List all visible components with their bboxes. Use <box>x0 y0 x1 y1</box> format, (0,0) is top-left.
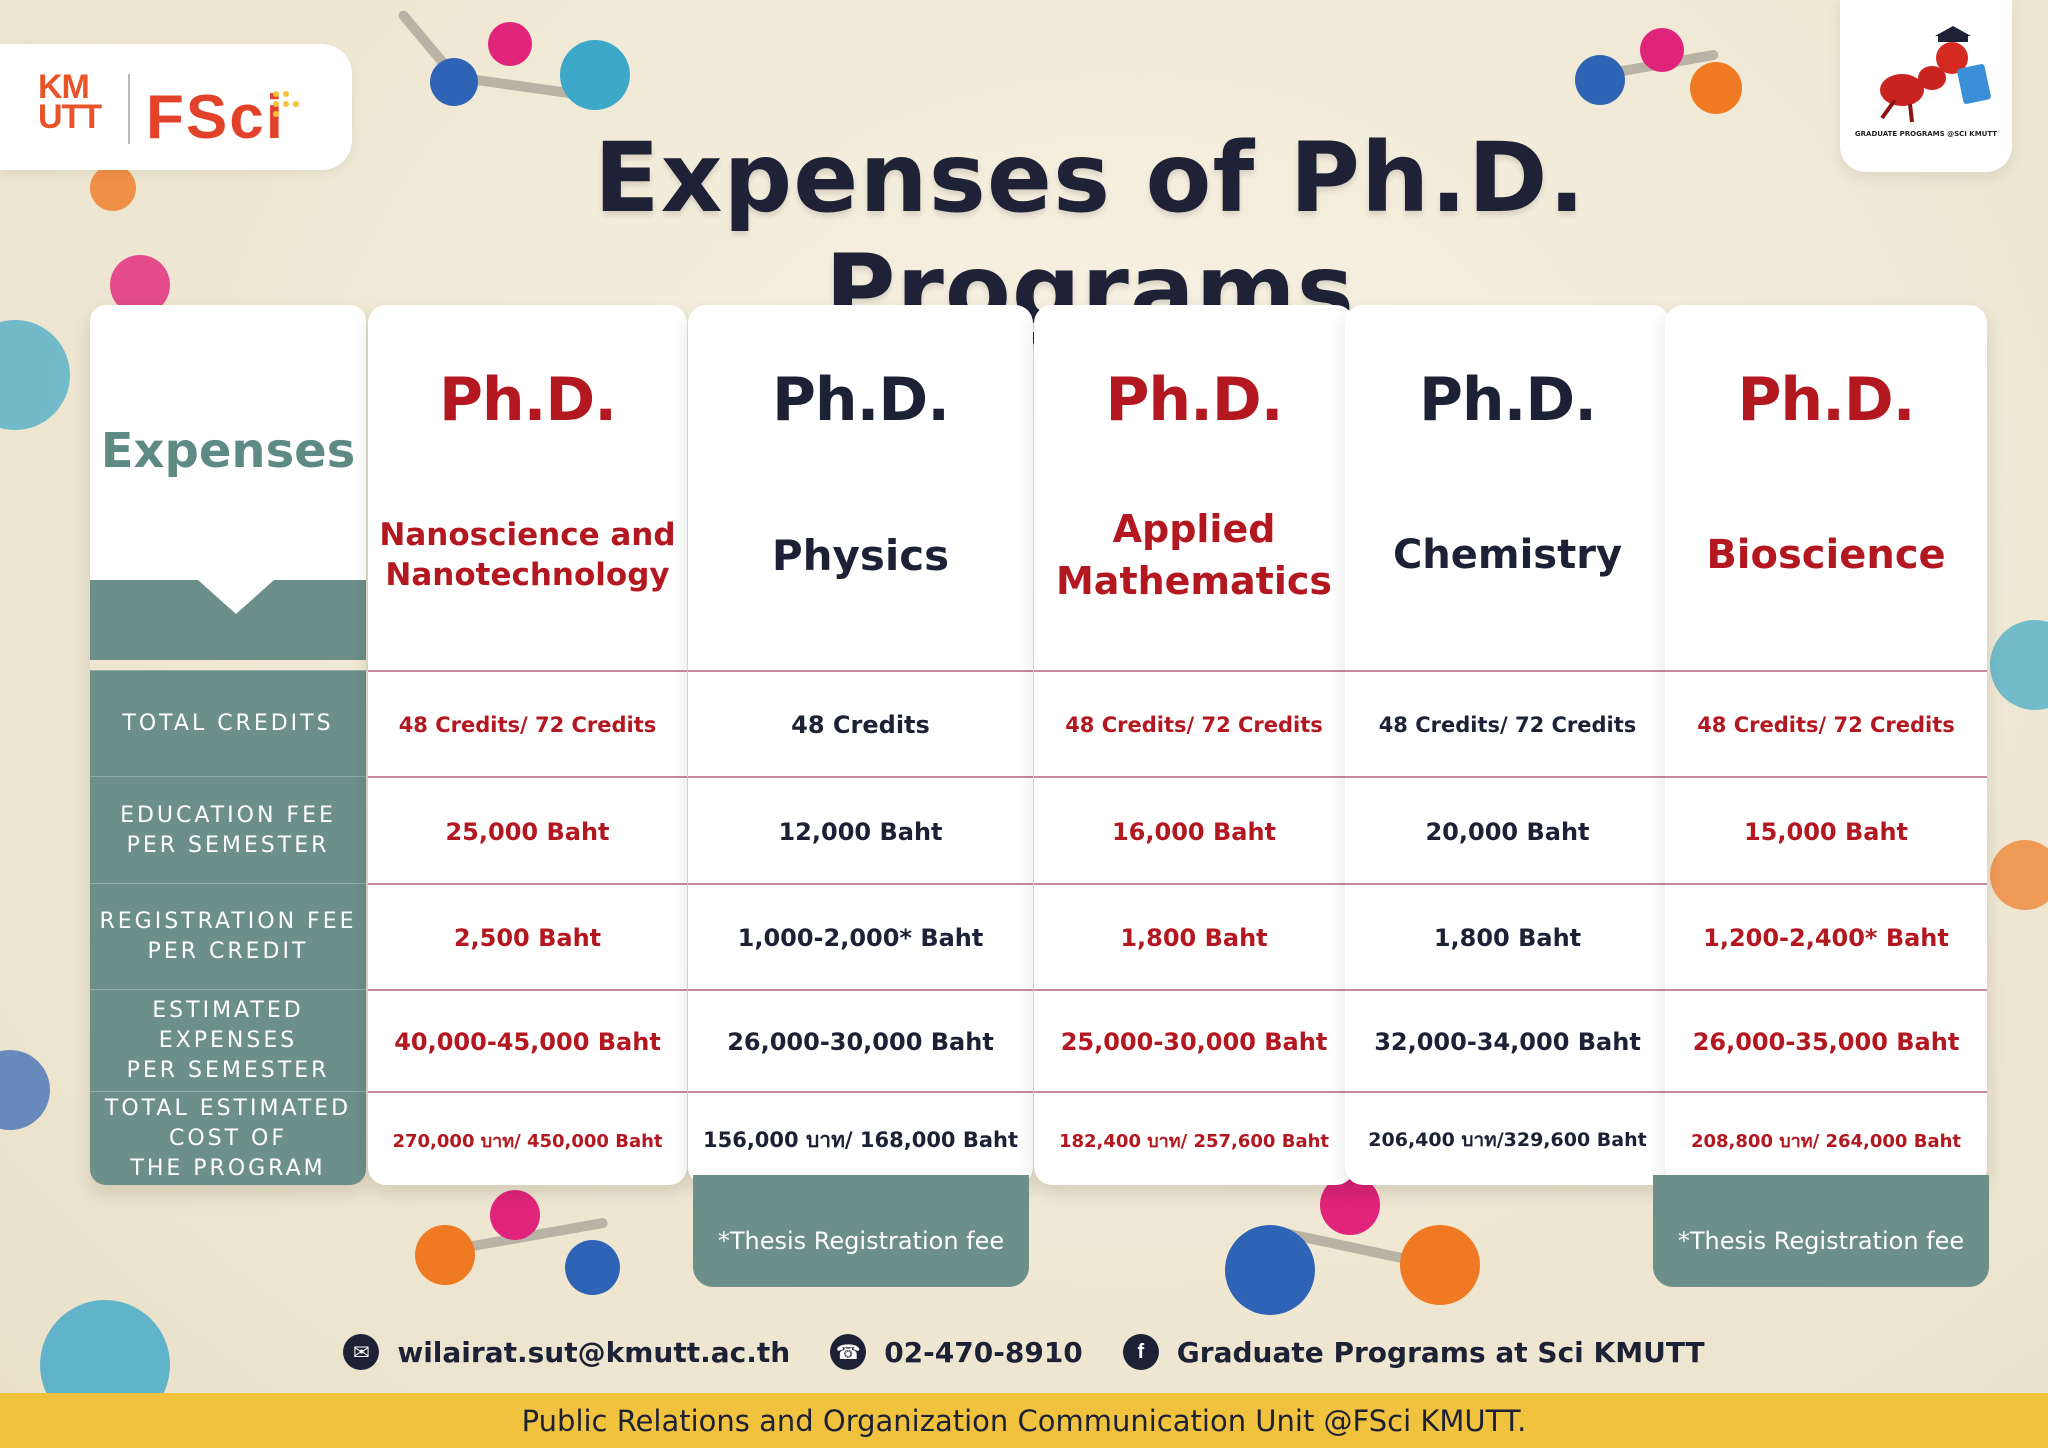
program-name: Chemistry <box>1392 532 1623 578</box>
degree-label: Ph.D. <box>771 365 950 435</box>
badge-text: GRADUATE PROGRAMS @SCI KMUTT <box>1854 130 1998 138</box>
row-label-total-credits: TOTAL CREDITS <box>90 670 366 777</box>
kmutt-logo: KM UTT <box>38 68 102 136</box>
university-logo: KM UTT FSci <box>0 44 352 170</box>
total-cost-cell: 206,400 บาท/329,600 Baht <box>1345 1091 1670 1185</box>
education-fee-cell: 12,000 Baht <box>688 776 1033 885</box>
expenses-label-column: Expenses TOTAL CREDITS EDUCATION FEE PER… <box>90 305 366 1185</box>
degree-label: Ph.D. <box>438 365 617 435</box>
total-credits-cell: 48 Credits/ 72 Credits <box>1665 670 1987 778</box>
logo-divider <box>128 74 130 144</box>
contact-bar: ✉ wilairat.sut@kmutt.ac.th ☎ 02-470-8910… <box>0 1322 2048 1382</box>
program-name: Bioscience <box>1706 532 1946 578</box>
estimated-expenses-cell: 25,000-30,000 Baht <box>1034 989 1354 1093</box>
row-label-total-cost: TOTAL ESTIMATED COST OF THE PROGRAM <box>90 1091 366 1185</box>
estimated-expenses-cell: 40,000-45,000 Baht <box>368 989 687 1093</box>
education-fee-cell: 25,000 Baht <box>368 776 687 885</box>
program-name: Applied Mathematics <box>1055 507 1333 603</box>
thesis-note-physics: *Thesis Registration fee <box>693 1175 1029 1287</box>
program-name: Physics <box>771 530 950 580</box>
program-column-chemistry: Ph.D. Chemistry 48 Credits/ 72 Credits 2… <box>1345 305 1670 1185</box>
label-header: Expenses <box>90 305 366 580</box>
registration-fee-cell: 2,500 Baht <box>368 883 687 991</box>
program-column-physics: Ph.D. Physics 48 Credits 12,000 Baht 1,0… <box>688 305 1033 1185</box>
fsci-dots-icon <box>273 91 299 117</box>
total-cost-cell: 208,800 บาท/ 264,000 Baht <box>1665 1091 1987 1185</box>
total-credits-cell: 48 Credits/ 72 Credits <box>1345 670 1670 778</box>
registration-fee-cell: 1,200-2,400* Baht <box>1665 883 1987 991</box>
estimated-expenses-cell: 32,000-34,000 Baht <box>1345 989 1670 1093</box>
thesis-note-bioscience: *Thesis Registration fee <box>1653 1175 1989 1287</box>
graduate-programs-badge: GRADUATE PROGRAMS @SCI KMUTT <box>1840 0 2012 172</box>
registration-fee-cell: 1,800 Baht <box>1345 883 1670 991</box>
total-cost-cell: 270,000 บาท/ 450,000 Baht <box>368 1091 687 1185</box>
total-credits-cell: 48 Credits/ 72 Credits <box>1034 670 1354 778</box>
contact-email[interactable]: wilairat.sut@kmutt.ac.th <box>397 1335 791 1369</box>
contact-phone[interactable]: 02-470-8910 <box>884 1335 1083 1369</box>
estimated-expenses-cell: 26,000-30,000 Baht <box>688 989 1033 1093</box>
registration-fee-cell: 1,800 Baht <box>1034 883 1354 991</box>
row-label-estimated-expenses: ESTIMATED EXPENSES PER SEMESTER <box>90 989 366 1092</box>
total-cost-cell: 182,400 บาท/ 257,600 Baht <box>1034 1091 1354 1185</box>
facebook-icon: f <box>1122 1334 1159 1370</box>
footer-text: Public Relations and Organization Commun… <box>521 1403 1527 1438</box>
registration-fee-cell: 1,000-2,000* Baht <box>688 883 1033 991</box>
education-fee-cell: 16,000 Baht <box>1034 776 1354 885</box>
expenses-heading: Expenses <box>100 423 356 479</box>
total-credits-cell: 48 Credits <box>688 670 1033 778</box>
program-column-applied-mathematics: Ph.D. Applied Mathematics 48 Credits/ 72… <box>1034 305 1354 1185</box>
ant-mascot-icon <box>1880 26 1991 123</box>
program-column-nanoscience: Ph.D. Nanoscience and Nanotechnology 48 … <box>368 305 687 1185</box>
down-arrow-icon <box>198 580 274 614</box>
fsci-logo: FSci <box>146 83 285 152</box>
contact-facebook[interactable]: Graduate Programs at Sci KMUTT <box>1176 1335 1705 1369</box>
education-fee-cell: 20,000 Baht <box>1345 776 1670 885</box>
footer-bar: Public Relations and Organization Commun… <box>0 1393 2048 1448</box>
label-notch <box>90 580 366 660</box>
estimated-expenses-cell: 26,000-35,000 Baht <box>1665 989 1987 1093</box>
degree-label: Ph.D. <box>1418 365 1597 435</box>
total-credits-cell: 48 Credits/ 72 Credits <box>368 670 687 778</box>
page-title: Expenses of Ph.D. Programs <box>594 122 1586 346</box>
row-label-education-fee: EDUCATION FEE PER SEMESTER <box>90 776 366 884</box>
degree-label: Ph.D. <box>1737 365 1915 435</box>
program-name: Nanoscience and Nanotechnology <box>379 517 676 593</box>
total-cost-cell: 156,000 บาท/ 168,000 Baht <box>688 1091 1033 1185</box>
education-fee-cell: 15,000 Baht <box>1665 776 1987 885</box>
degree-label: Ph.D. <box>1105 365 1283 435</box>
phone-icon: ☎ <box>830 1334 867 1370</box>
row-label-registration-fee: REGISTRATION FEE PER CREDIT <box>90 883 366 990</box>
program-column-bioscience: Ph.D. Bioscience 48 Credits/ 72 Credits … <box>1665 305 1987 1185</box>
envelope-icon: ✉ <box>343 1334 380 1370</box>
